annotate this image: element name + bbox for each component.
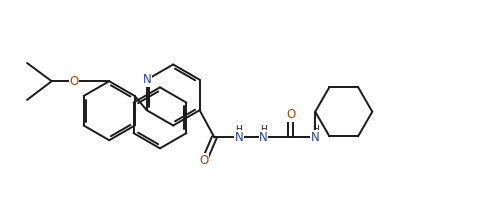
Text: H: H: [312, 125, 319, 134]
Text: O: O: [199, 154, 208, 167]
Text: N: N: [311, 131, 320, 144]
Text: O: O: [286, 108, 295, 121]
Text: H: H: [260, 125, 267, 134]
Text: H: H: [236, 125, 243, 134]
Text: O: O: [69, 75, 78, 88]
Text: N: N: [259, 131, 268, 144]
Text: N: N: [235, 131, 244, 144]
Text: N: N: [142, 73, 151, 86]
